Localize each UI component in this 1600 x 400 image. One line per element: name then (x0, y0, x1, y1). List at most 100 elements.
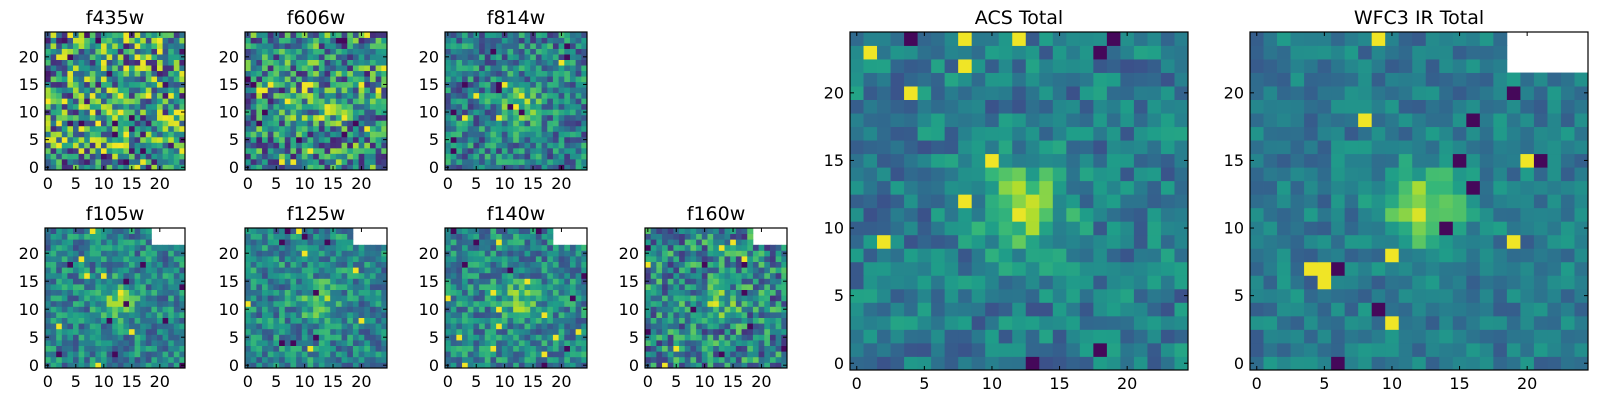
heatmap-cell (558, 244, 565, 251)
heatmap-cell (467, 131, 474, 138)
heatmap-cell (324, 312, 331, 318)
heatmap-cell (375, 54, 382, 60)
heatmap-cell (296, 233, 303, 240)
heatmap-cell (89, 103, 96, 110)
heatmap-cell (747, 239, 754, 246)
heatmap-cell (95, 284, 102, 290)
heatmap-cell (741, 362, 748, 369)
heatmap-cell (179, 340, 186, 346)
heatmap-cell (507, 54, 514, 60)
heatmap-cell (484, 312, 491, 318)
heatmap-cell (904, 234, 918, 249)
heatmap-cell (490, 153, 497, 160)
heatmap-cell (496, 131, 503, 138)
heatmap-cell (381, 289, 388, 296)
heatmap-cell (296, 351, 303, 358)
heatmap-cell (1052, 194, 1067, 209)
heatmap-cell (535, 48, 542, 55)
heatmap-cell (971, 356, 986, 371)
heatmap-cell (752, 328, 759, 335)
heatmap-cell (157, 120, 163, 127)
heatmap-cell (358, 278, 365, 285)
heatmap-cell (547, 70, 554, 77)
heatmap-cell (140, 48, 147, 55)
heatmap-cell (971, 261, 986, 276)
heatmap-cell (696, 328, 703, 335)
heatmap-cell (564, 158, 571, 165)
heatmap-cell (95, 244, 102, 251)
heatmap-cell (645, 289, 652, 296)
heatmap-cell (256, 289, 263, 296)
heatmap-cell (1079, 167, 1094, 182)
heatmap-cell (741, 244, 748, 251)
heatmap-cell (129, 54, 135, 60)
heatmap-cell (67, 136, 74, 143)
heatmap-cell (673, 272, 680, 279)
heatmap-cell (256, 153, 263, 160)
heatmap-cell (735, 261, 742, 268)
heatmap-cell (479, 306, 486, 313)
heatmap-cell (341, 278, 348, 285)
heatmap-cell (701, 306, 708, 313)
heatmap-cell (479, 142, 486, 149)
heatmap-cell (245, 340, 252, 346)
heatmap-cell (123, 317, 130, 324)
heatmap-cell (318, 356, 325, 363)
heatmap-cell (369, 70, 377, 77)
heatmap-cell (513, 98, 520, 105)
heatmap-cell (279, 244, 286, 251)
heatmap-cell (931, 315, 946, 330)
heatmap-cell (998, 356, 1013, 371)
heatmap-cell (564, 295, 571, 302)
heatmap-cell (490, 244, 497, 251)
heatmap-cell (307, 147, 314, 154)
heatmap-cell (168, 37, 175, 44)
heatmap-cell (524, 334, 531, 341)
heatmap-cell (690, 306, 697, 313)
heatmap-cell (140, 345, 147, 352)
heatmap-cell (290, 289, 297, 296)
heatmap-cell (541, 250, 548, 257)
heatmap-cell (479, 32, 486, 38)
heatmap-cell (56, 37, 63, 44)
heatmap-cell (724, 306, 731, 313)
heatmap-cell (1066, 275, 1081, 290)
heatmap-cell (61, 48, 68, 55)
heatmap-cell (547, 351, 554, 358)
heatmap-cell (581, 92, 588, 99)
heatmap-cell (117, 114, 124, 121)
heatmap-cell (1106, 329, 1121, 344)
heatmap-cell (341, 65, 348, 72)
heatmap-cell (134, 256, 141, 262)
heatmap-cell (61, 261, 68, 268)
heatmap-cell (369, 334, 377, 341)
heatmap-cell (877, 288, 891, 303)
heatmap-cell (73, 136, 79, 143)
heatmap-cell (1147, 207, 1162, 222)
heatmap-cell (250, 340, 257, 346)
heatmap-cell (530, 233, 537, 240)
heatmap-cell (513, 295, 520, 302)
heatmap-cell (262, 65, 269, 72)
heatmap-cell (151, 244, 158, 251)
heatmap-cell (296, 244, 303, 251)
heatmap-cell (73, 272, 79, 279)
heatmap-cell (904, 207, 918, 222)
heatmap-cell (50, 362, 57, 369)
heatmap-cell (667, 328, 674, 335)
heatmap-cell (547, 76, 554, 83)
heatmap-cell (569, 164, 577, 171)
heatmap-cell (273, 239, 280, 246)
heatmap-cells (45, 32, 186, 171)
heatmap-cell (290, 300, 297, 307)
heatmap-cell (769, 334, 777, 341)
heatmap-cell (290, 317, 297, 324)
heatmap-cell (547, 289, 554, 296)
heatmap-cell (117, 300, 124, 307)
heatmap-cell (1039, 140, 1054, 155)
heatmap-cell (341, 103, 348, 110)
heatmap-cell (168, 351, 175, 358)
heatmap-cell (140, 120, 147, 127)
heatmap-cell (1160, 261, 1175, 276)
heatmap-cell (267, 76, 274, 83)
